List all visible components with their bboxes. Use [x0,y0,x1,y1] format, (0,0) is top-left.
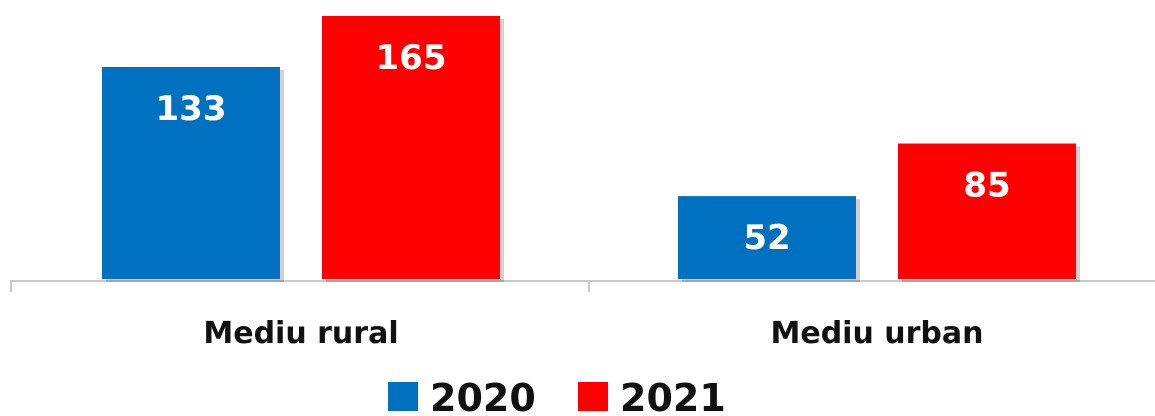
bar-2021-1 [898,143,1076,279]
category-label-0: Mediu rural [203,316,398,351]
data-label-2021-1: 85 [963,166,1010,206]
legend-swatch-2020 [388,382,418,411]
data-label-2021-0: 165 [376,38,447,78]
legend-swatch-2021 [578,382,608,411]
bar-2021-0 [322,16,500,279]
bar-2020-0 [102,67,280,279]
data-label-2020-1: 52 [743,218,790,258]
category-label-1: Mediu urban [771,316,984,351]
legend-label-2020: 2020 [430,376,536,416]
bars-layer [102,16,1080,282]
data-label-2020-0: 133 [156,89,227,129]
bar-2020-1 [678,196,856,279]
labels-layer: 133 165 Mediu rural 52 85 Mediu urban [156,38,1011,351]
legend-label-2021: 2021 [620,376,726,416]
legend: 2020 2021 [388,376,726,416]
